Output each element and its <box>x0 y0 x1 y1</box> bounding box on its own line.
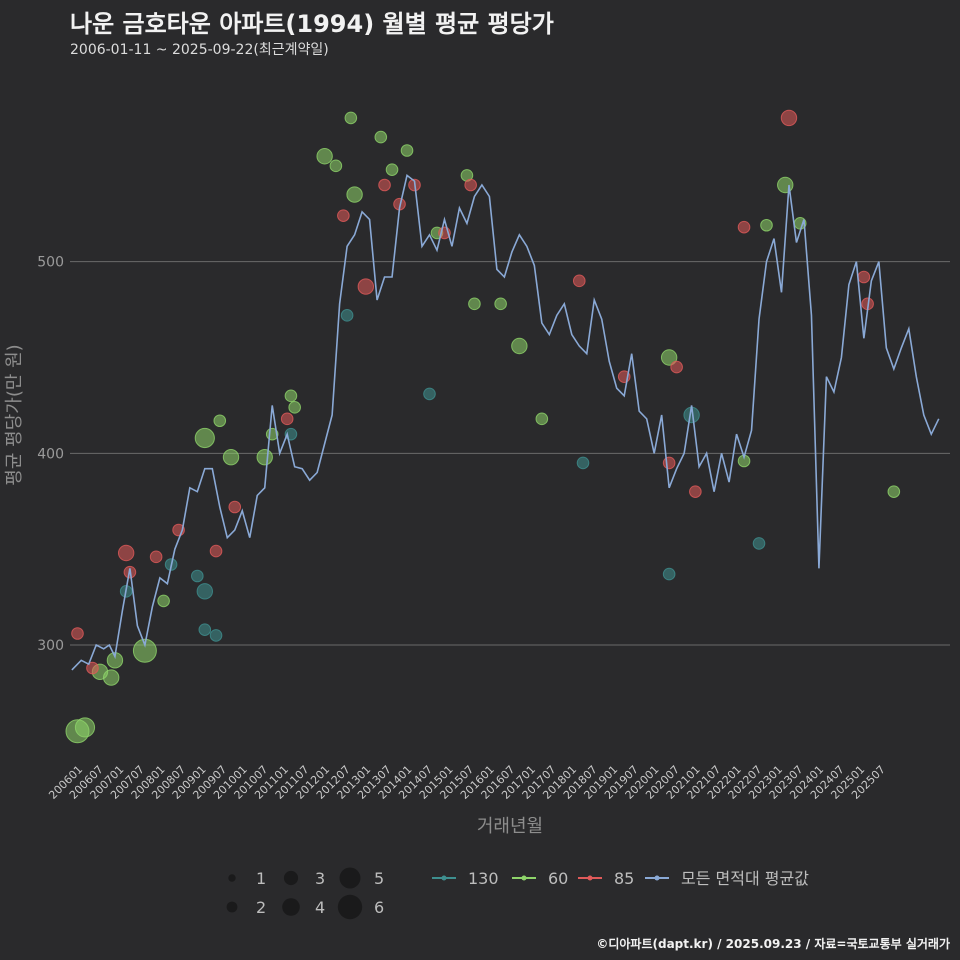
size-legend-dot <box>228 874 236 882</box>
data-point-85 <box>737 220 751 234</box>
data-point-60 <box>316 148 333 165</box>
grid-lines <box>70 261 950 646</box>
data-point-60 <box>385 163 399 176</box>
data-point-130 <box>196 583 214 600</box>
data-point-60 <box>157 594 170 608</box>
y-tick-label: 500 <box>37 255 64 271</box>
data-point-60 <box>660 349 678 366</box>
data-point-85 <box>71 627 84 640</box>
series-legend-dot <box>654 875 660 881</box>
size-legend-label: 4 <box>315 898 325 917</box>
y-tick-label: 300 <box>37 638 64 654</box>
series-legend-label: 모든 면적대 평균값 <box>681 869 809 888</box>
data-point-85 <box>280 412 294 426</box>
data-point-60 <box>374 130 388 144</box>
data-point-60 <box>194 427 215 449</box>
size-legend-dot <box>283 870 299 886</box>
data-point-85 <box>378 178 391 192</box>
data-point-60 <box>400 144 414 157</box>
data-point-60 <box>535 412 549 426</box>
data-point-85 <box>780 109 798 127</box>
y-tick-labels: 300 400 500 <box>37 255 64 654</box>
size-legend-dot <box>282 898 300 916</box>
series-legend-dot <box>441 875 447 881</box>
series-legend: 130 60 85 모든 면적대 평균값 <box>432 869 809 888</box>
size-legend-label: 6 <box>374 898 384 917</box>
data-point-85 <box>228 500 242 514</box>
series-legend-label: 85 <box>614 869 634 888</box>
data-point-130 <box>209 629 223 642</box>
data-point-85 <box>337 209 350 222</box>
data-point-60 <box>256 448 273 466</box>
size-legend: 1 3 5 2 4 6 <box>226 867 384 920</box>
data-point-60 <box>760 218 773 232</box>
data-point-60 <box>346 186 363 203</box>
data-point-130 <box>191 569 204 583</box>
series-legend-label: 60 <box>548 869 568 888</box>
size-legend-label: 3 <box>315 869 325 888</box>
data-point-60 <box>329 159 343 173</box>
x-axis-label: 거래년월 <box>477 816 543 837</box>
size-legend-label: 1 <box>256 869 266 888</box>
data-point-85 <box>209 544 223 558</box>
data-point-60 <box>102 669 120 686</box>
data-point-130 <box>752 537 766 550</box>
data-point-130 <box>662 567 676 581</box>
data-point-85 <box>662 456 676 470</box>
y-axis-label: 평균 평당가(만 원) <box>4 344 25 485</box>
data-point-130 <box>340 309 354 322</box>
data-point-60 <box>74 717 96 738</box>
size-legend-dot <box>339 867 361 889</box>
series-legend-dot <box>587 875 593 881</box>
series-legend-label: 130 <box>468 869 499 888</box>
data-point-60 <box>222 448 240 466</box>
chart-title: 나운 금호타운 아파트(1994) 월별 평균 평당가 <box>70 10 554 38</box>
average-line <box>71 174 940 671</box>
data-point-60 <box>132 638 157 663</box>
data-point-60 <box>887 485 901 498</box>
data-point-85 <box>464 178 477 192</box>
data-point-60 <box>468 297 481 311</box>
scatter-points <box>65 109 901 744</box>
data-point-130 <box>198 623 212 636</box>
average-line-path <box>71 174 940 671</box>
data-point-130 <box>423 387 436 401</box>
data-point-85 <box>572 274 586 288</box>
data-point-130 <box>576 456 590 470</box>
data-point-85 <box>689 485 702 498</box>
size-legend-dot <box>337 894 363 920</box>
series-legend-dot <box>521 875 527 881</box>
data-point-85 <box>117 544 135 562</box>
y-tick-label: 400 <box>37 446 64 462</box>
data-point-60 <box>494 297 507 311</box>
data-point-85 <box>149 550 163 564</box>
size-legend-dot <box>226 901 238 913</box>
data-point-60 <box>288 401 301 414</box>
data-point-60 <box>213 414 227 428</box>
data-point-85 <box>857 270 871 284</box>
data-point-85 <box>357 278 375 295</box>
size-legend-label: 5 <box>374 869 384 888</box>
chart-subtitle: 2006-01-11 ~ 2025-09-22(최근계약일) <box>70 42 329 58</box>
x-tick-labels: 2006012006072007012007072008012008072009… <box>46 763 888 802</box>
size-legend-label: 2 <box>256 898 266 917</box>
data-point-60 <box>284 389 298 403</box>
data-point-60 <box>511 337 528 355</box>
data-point-85 <box>670 360 683 374</box>
data-point-60 <box>344 111 358 125</box>
data-point-60 <box>777 176 794 194</box>
data-point-85 <box>86 661 99 675</box>
credit-text: ©디아파트(dapt.kr) / 2025.09.23 / 자료=국토교통부 실… <box>596 937 950 951</box>
